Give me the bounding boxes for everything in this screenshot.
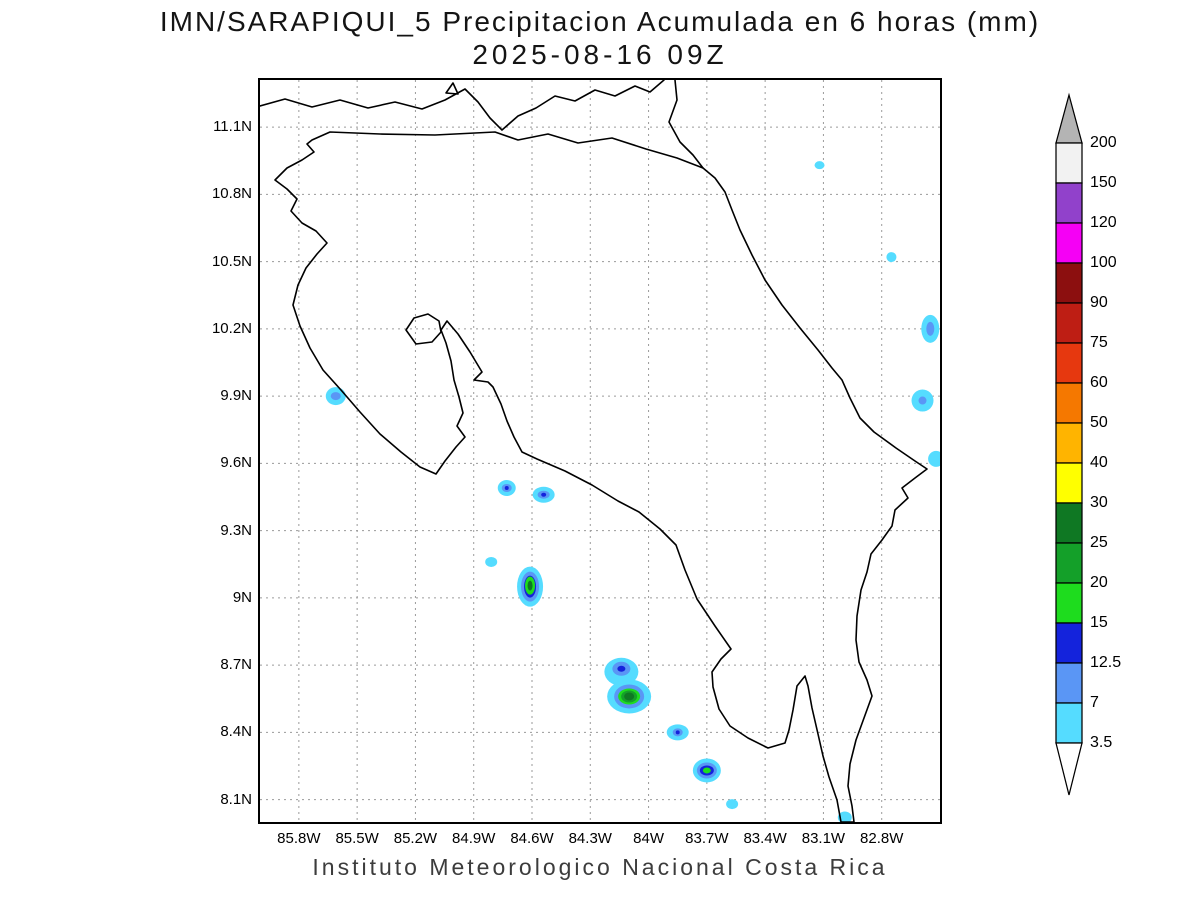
colorbar-tick-label: 15 (1090, 613, 1150, 633)
colorbar-segment (1056, 383, 1082, 423)
lat-tick-label: 9.6N (178, 454, 252, 472)
lat-tick-label: 8.4N (178, 723, 252, 741)
costa-rica-coastline (275, 132, 927, 822)
plot-subtitle-datetime: 2025-08-16 09Z (0, 39, 1200, 71)
precip-cell-layer (703, 767, 711, 773)
nicaragua-caribbean-coast (669, 80, 703, 168)
colorbar-arrow-top (1056, 95, 1082, 143)
precip-cell-layer (624, 692, 634, 700)
precip-cell-layer (926, 322, 934, 336)
colorbar-tick-label: 50 (1090, 413, 1150, 433)
precip-cell-layer (505, 486, 509, 490)
colorbar-segment (1056, 663, 1082, 703)
precip-cell (921, 315, 939, 343)
colorbar-segment (1056, 463, 1082, 503)
colorbar-segment (1056, 543, 1082, 583)
colorbar-tick-label: 90 (1090, 293, 1150, 313)
precip-cell (912, 390, 934, 412)
precip-cell-layer (676, 730, 680, 734)
map-plot-area (258, 78, 942, 824)
lon-tick-label: 84.9W (445, 830, 503, 848)
precip-cell-layer (928, 451, 940, 467)
colorbar-segment (1056, 143, 1082, 183)
precip-cell-layer (726, 799, 738, 809)
lon-tick-label: 84.6W (503, 830, 561, 848)
precip-cell (928, 451, 940, 467)
colorbar-segment (1056, 423, 1082, 463)
precip-cell (886, 252, 896, 262)
colorbar (1052, 92, 1088, 808)
colorbar-segment (1056, 703, 1082, 743)
colorbar-tick-label: 30 (1090, 493, 1150, 513)
coastlines (260, 80, 927, 822)
precip-cell (726, 799, 738, 809)
colorbar-segment (1056, 183, 1082, 223)
lat-tick-label: 9N (178, 589, 252, 607)
lon-tick-label: 84.3W (561, 830, 619, 848)
lat-tick-label: 10.5N (178, 253, 252, 271)
lon-tick-label: 83.7W (678, 830, 736, 848)
lon-tick-label: 84W (620, 830, 678, 848)
precip-cell (517, 567, 543, 607)
colorbar-segment (1056, 303, 1082, 343)
precip-cell (667, 724, 689, 740)
precip-cell-layer (528, 581, 533, 591)
colorbar-segment (1056, 343, 1082, 383)
lon-tick-label: 85.8W (270, 830, 328, 848)
colorbar-tick-label: 120 (1090, 213, 1150, 233)
colorbar-tick-label: 75 (1090, 333, 1150, 353)
colorbar-tick-label: 7 (1090, 693, 1150, 713)
precip-cell-layer (485, 557, 497, 567)
plot-title: IMN/SARAPIQUI_5 Precipitacion Acumulada … (0, 6, 1200, 38)
precip-cell (815, 161, 825, 169)
colorbar-tick-label: 12.5 (1090, 653, 1150, 673)
colorbar-segment (1056, 223, 1082, 263)
lat-tick-label: 9.3N (178, 522, 252, 540)
colorbar-tick-label: 60 (1090, 373, 1150, 393)
precip-cell-layer (331, 392, 341, 400)
footer-institution: Instituto Meteorologico Nacional Costa R… (0, 854, 1200, 881)
lon-tick-label: 85.2W (386, 830, 444, 848)
colorbar-tick-label: 25 (1090, 533, 1150, 553)
costa-rica-map (260, 80, 940, 822)
precip-cell (607, 679, 651, 713)
lat-tick-label: 8.7N (178, 656, 252, 674)
precip-cell (693, 758, 721, 782)
precip-cell-layer (541, 493, 546, 497)
precip-cell (533, 487, 555, 503)
colorbar-segment (1056, 583, 1082, 623)
precip-cell (485, 557, 497, 567)
colorbar-tick-label: 40 (1090, 453, 1150, 473)
colorbar-tick-label: 150 (1090, 173, 1150, 193)
lon-tick-label: 85.5W (328, 830, 386, 848)
lat-tick-label: 9.9N (178, 387, 252, 405)
colorbar-arrow-bottom (1056, 743, 1082, 795)
lon-tick-label: 83.4W (736, 830, 794, 848)
colorbar-tick-label: 100 (1090, 253, 1150, 273)
precip-cell-layer (815, 161, 825, 169)
lon-tick-label: 83.1W (794, 830, 852, 848)
lat-tick-label: 8.1N (178, 791, 252, 809)
colorbar-tick-label: 3.5 (1090, 733, 1150, 753)
lon-tick-label: 82.8W (853, 830, 911, 848)
gridlines (260, 80, 940, 822)
precip-cells (326, 161, 940, 822)
precip-cell-layer (886, 252, 896, 262)
lat-tick-label: 11.1N (178, 118, 252, 136)
precip-cell (326, 387, 346, 405)
lake-nicaragua-shore (260, 80, 664, 130)
colorbar-segment (1056, 623, 1082, 663)
lat-tick-label: 10.2N (178, 320, 252, 338)
colorbar-segment (1056, 263, 1082, 303)
precip-cell-layer (617, 666, 625, 672)
lake-island (446, 83, 458, 94)
colorbar-tick-label: 200 (1090, 133, 1150, 153)
colorbar-tick-label: 20 (1090, 573, 1150, 593)
precipitation-map-page: IMN/SARAPIQUI_5 Precipitacion Acumulada … (0, 0, 1200, 900)
precip-cell (498, 480, 516, 496)
precip-cell-layer (919, 397, 927, 405)
colorbar-segment (1056, 503, 1082, 543)
lat-tick-label: 10.8N (178, 185, 252, 203)
